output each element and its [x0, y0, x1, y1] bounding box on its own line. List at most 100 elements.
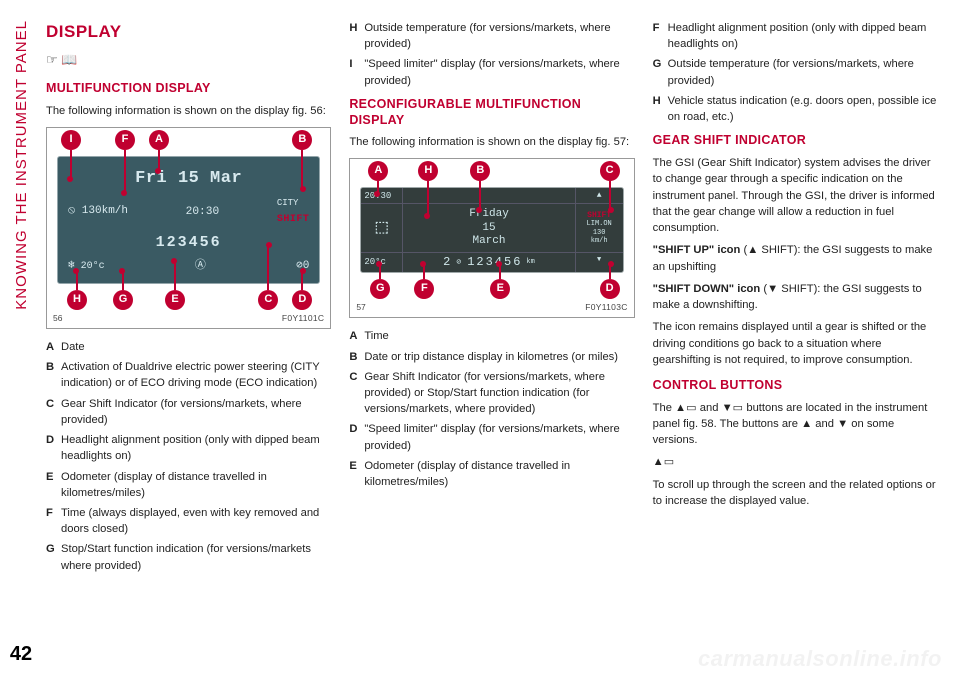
up-triangle-icon: ▲: [747, 242, 758, 258]
shift-down-para: "SHIFT DOWN" icon (▼ SHIFT): the GSI sug…: [653, 281, 938, 314]
down-arrow-icon: ▼: [575, 252, 623, 272]
def-v: Headlight alignment position (only with …: [668, 20, 938, 52]
def-v: Time: [364, 328, 634, 344]
up-rocker-icon: ▲▭: [653, 454, 675, 470]
def-v: Time (always displayed, even with key re…: [61, 505, 331, 537]
def-k: D: [349, 421, 364, 453]
lcd57-temp: 20°c: [364, 257, 386, 267]
def-k: F: [653, 20, 668, 52]
balloon-f: F: [115, 130, 135, 150]
def-k: I: [349, 56, 364, 88]
shift-up-label: "SHIFT UP" icon: [653, 244, 741, 256]
balloon-e: E: [165, 290, 185, 310]
defs-56: ADate BActivation of Dualdrive electric …: [46, 339, 331, 578]
balloon-a: A: [149, 130, 169, 150]
fig56-code: F0Y1101C: [282, 312, 324, 324]
def-k: C: [349, 369, 364, 418]
gsi-heading: GEAR SHIFT INDICATOR: [653, 133, 938, 149]
def-v: Outside temperature (for versions/market…: [668, 56, 938, 88]
reconfig-heading: RECONFIGURABLE MULTIFUNCTION DISPLAY: [349, 97, 634, 128]
lcd56-temp: 20°c: [81, 261, 105, 272]
snow-icon: ❄: [68, 260, 75, 272]
ctrl-1b: and: [697, 402, 722, 414]
side-tab: KNOWING THE INSTRUMENT PANEL 42: [0, 0, 42, 678]
lcd56-speed-unit: km/h: [102, 205, 128, 217]
def-k: H: [653, 93, 668, 125]
def-v: Outside temperature (for versions/market…: [364, 20, 634, 52]
column-2: HOutside temperature (for versions/marke…: [349, 20, 634, 662]
watermark: carmanualsonline.info: [698, 646, 942, 672]
lcd56-shift: SHIFT: [277, 214, 310, 225]
def-k: H: [349, 20, 364, 52]
def-k: G: [653, 56, 668, 88]
def-v: Odometer (display of distance travelled …: [364, 458, 634, 490]
balloon-b57: B: [470, 161, 490, 181]
lead-57: The following information is shown on th…: [349, 134, 634, 150]
column-3: FHeadlight alignment position (only with…: [653, 20, 938, 662]
def-v: Date or trip distance display in kilomet…: [364, 349, 634, 365]
balloon-a57: A: [368, 161, 388, 181]
balloon-f57: F: [414, 279, 434, 299]
stopstart-a-icon: Ⓐ: [195, 259, 206, 275]
gsi-para: The GSI (Gear Shift Indicator) system ad…: [653, 155, 938, 236]
up-button-icon: ▲▭: [675, 400, 697, 416]
balloon-b: B: [292, 130, 312, 150]
down-triangle-icon: ▼: [767, 281, 778, 297]
def-v: Vehicle status indication (e.g. doors op…: [668, 93, 938, 125]
def-k: B: [349, 349, 364, 365]
lcd57-d2: 15: [482, 222, 495, 235]
page-number: 42: [10, 643, 32, 666]
ctrl-para1: The ▲▭ and ▼▭ buttons are located in the…: [653, 400, 938, 449]
def-k: B: [46, 359, 61, 391]
lcd56-city: CITY: [277, 198, 299, 208]
def-v: Headlight alignment position (only with …: [61, 432, 331, 464]
ctrl-1d: and: [812, 418, 837, 430]
defs-56-cont: HOutside temperature (for versions/marke…: [349, 20, 634, 93]
def-v: Stop/Start function indication (for vers…: [61, 541, 331, 573]
lcd56-clock: 20:30: [186, 204, 220, 220]
multifunction-heading: MULTIFUNCTION DISPLAY: [46, 81, 331, 97]
fig56-num: 56: [53, 312, 62, 324]
down-button-icon: ▼▭: [722, 400, 744, 416]
gsi-para2: The icon remains displayed until a gear …: [653, 319, 938, 368]
ctrl-glyph-line: ▲▭: [653, 454, 938, 470]
def-k: D: [46, 432, 61, 464]
hand-icon: ☞ 📖: [46, 51, 331, 70]
lcd57-odo: 123456: [467, 254, 522, 271]
def-k: F: [46, 505, 61, 537]
down-triangle-icon-2: ▼: [837, 416, 848, 432]
fig57-num: 57: [356, 301, 365, 313]
display-heading: DISPLAY: [46, 20, 331, 45]
lcd57-limu: km/h: [591, 237, 608, 245]
balloon-g57: G: [370, 279, 390, 299]
door-icon: ⬚: [361, 204, 403, 252]
balloon-d: D: [292, 290, 312, 310]
headlamp-align-icon: ⊘0: [296, 260, 309, 272]
def-k: A: [349, 328, 364, 344]
headlamp-icon: ⊘: [456, 257, 463, 269]
up-arrow-icon: ▲: [575, 188, 623, 204]
balloon-h: H: [67, 290, 87, 310]
def-v: Gear Shift Indicator (for versions/marke…: [61, 396, 331, 428]
shift-up-para: "SHIFT UP" icon (▲ SHIFT): the GSI sugge…: [653, 242, 938, 275]
content-columns: DISPLAY ☞ 📖 MULTIFUNCTION DISPLAY The fo…: [42, 0, 960, 678]
def-k: E: [46, 469, 61, 501]
lcd57-d1: Friday: [469, 208, 509, 221]
def-k: G: [46, 541, 61, 573]
balloon-c57: C: [600, 161, 620, 181]
lcd57-shift: SHIFT: [587, 211, 611, 221]
lcd57-lim: LIM.ON: [587, 220, 612, 228]
def-k: C: [46, 396, 61, 428]
shift-down-label: "SHIFT DOWN" icon: [653, 283, 761, 295]
def-v: Gear Shift Indicator (for versions/marke…: [364, 369, 634, 418]
balloon-d57: D: [600, 279, 620, 299]
balloon-i: I: [61, 130, 81, 150]
off-icon: ⦸: [68, 205, 75, 217]
fig57-code: F0Y1103C: [585, 301, 627, 313]
balloon-g: G: [113, 290, 133, 310]
lcd-56: Fri 15 Mar ⦸ 130km/h 20:30 CITYSHIFT 123…: [57, 156, 320, 283]
figure-56: Fri 15 Mar ⦸ 130km/h 20:30 CITYSHIFT 123…: [46, 127, 331, 329]
def-v: "Speed limiter" display (for versions/ma…: [364, 421, 634, 453]
lcd56-date: Fri 15 Mar: [135, 167, 242, 192]
section-label: KNOWING THE INSTRUMENT PANEL: [13, 20, 30, 310]
